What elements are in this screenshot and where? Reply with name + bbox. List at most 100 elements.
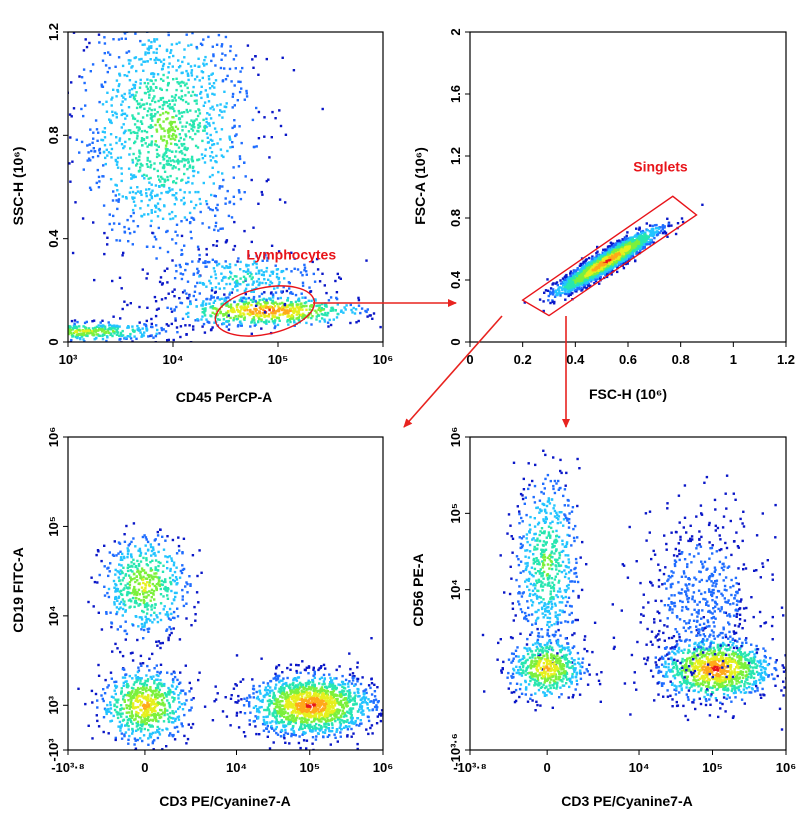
event-dot [217, 170, 220, 174]
event-dot [170, 310, 174, 313]
event-dot [269, 305, 272, 308]
event-dot [232, 309, 236, 312]
event-dot [145, 174, 148, 177]
event-dot [14, 336, 16, 338]
event-dot [277, 305, 280, 308]
event-dot [226, 74, 229, 78]
event-dot [109, 120, 112, 124]
event-dot [190, 19, 192, 21]
event-dot [572, 286, 576, 290]
event-dot [141, 268, 144, 271]
event-dot [263, 278, 266, 281]
event-dot [232, 195, 235, 198]
event-dot [317, 304, 320, 307]
event-dot [117, 38, 121, 41]
event-dot [199, 202, 202, 205]
event-dot [149, 193, 152, 197]
event-dot [132, 152, 135, 156]
event-dot [201, 76, 204, 80]
event-dot [156, 202, 160, 205]
event-dot [285, 289, 289, 293]
event-dot [250, 178, 253, 182]
event-dot [84, 38, 87, 41]
event-dot [43, 324, 45, 326]
event-dot [214, 195, 217, 198]
event-dot [571, 292, 574, 295]
event-dot [253, 261, 256, 264]
event-dot [139, 191, 142, 194]
event-dot [637, 244, 640, 247]
event-dot [262, 274, 265, 277]
event-dot [265, 314, 269, 318]
event-dot [203, 161, 207, 164]
event-dot [246, 312, 249, 315]
event-dot [581, 262, 585, 265]
event-dot [28, 333, 30, 335]
event-dot [359, 311, 362, 315]
event-dot [301, 296, 304, 299]
event-dot [146, 204, 150, 207]
event-dot [59, 331, 61, 333]
event-dot [213, 299, 217, 302]
event-dot [159, 125, 162, 128]
event-dot [594, 279, 598, 283]
event-dot [604, 273, 607, 277]
event-dot [98, 147, 101, 151]
event-dot [52, 329, 54, 331]
event-dot [14, 327, 16, 329]
event-dot [86, 334, 89, 338]
event-dot [282, 285, 285, 289]
event-dot [214, 64, 217, 67]
event-dot [277, 310, 281, 313]
event-dot [151, 189, 154, 192]
event-dot [46, 334, 48, 336]
event-dot [184, 7, 186, 9]
event-dot [203, 126, 207, 130]
event-dot [88, 332, 91, 335]
event-dot [324, 313, 327, 317]
event-dot [136, 225, 140, 228]
event-dot [602, 248, 605, 251]
event-dot [584, 258, 588, 262]
event-dot [73, 322, 76, 325]
event-dot [360, 307, 364, 310]
event-dot [265, 179, 268, 183]
event-dot [146, 60, 149, 63]
event-dot [180, 277, 184, 281]
event-dot [132, 116, 135, 119]
event-dot [231, 306, 234, 310]
event-dot [186, 86, 189, 90]
event-dot [202, 181, 205, 185]
event-dot [146, 87, 150, 90]
event-dot [596, 274, 600, 277]
event-dot [129, 129, 132, 132]
event-dot [249, 325, 252, 328]
event-dot [69, 328, 73, 331]
event-dot [238, 321, 242, 324]
event-dot [174, 155, 177, 158]
event-dot [195, 305, 198, 308]
event-dot [193, 126, 196, 129]
event-dot [157, 145, 160, 148]
event-dot [37, 327, 39, 329]
event-dot [567, 292, 570, 296]
event-dot [121, 112, 125, 116]
event-dot [209, 282, 212, 285]
event-dot [228, 291, 232, 294]
event-dot [615, 242, 618, 245]
event-dot [111, 199, 115, 202]
event-dot [69, 180, 72, 183]
event-dot [163, 129, 166, 133]
event-dot [322, 308, 325, 311]
event-dot [187, 44, 190, 47]
event-dot [153, 235, 157, 239]
event-dot [246, 309, 249, 312]
event-dot [245, 92, 248, 95]
event-dot [60, 327, 62, 329]
event-dot [606, 271, 609, 275]
event-dot [250, 290, 253, 293]
event-dot [233, 119, 236, 122]
event-dot [548, 290, 552, 293]
event-dot [177, 96, 181, 99]
event-dot [89, 159, 92, 162]
